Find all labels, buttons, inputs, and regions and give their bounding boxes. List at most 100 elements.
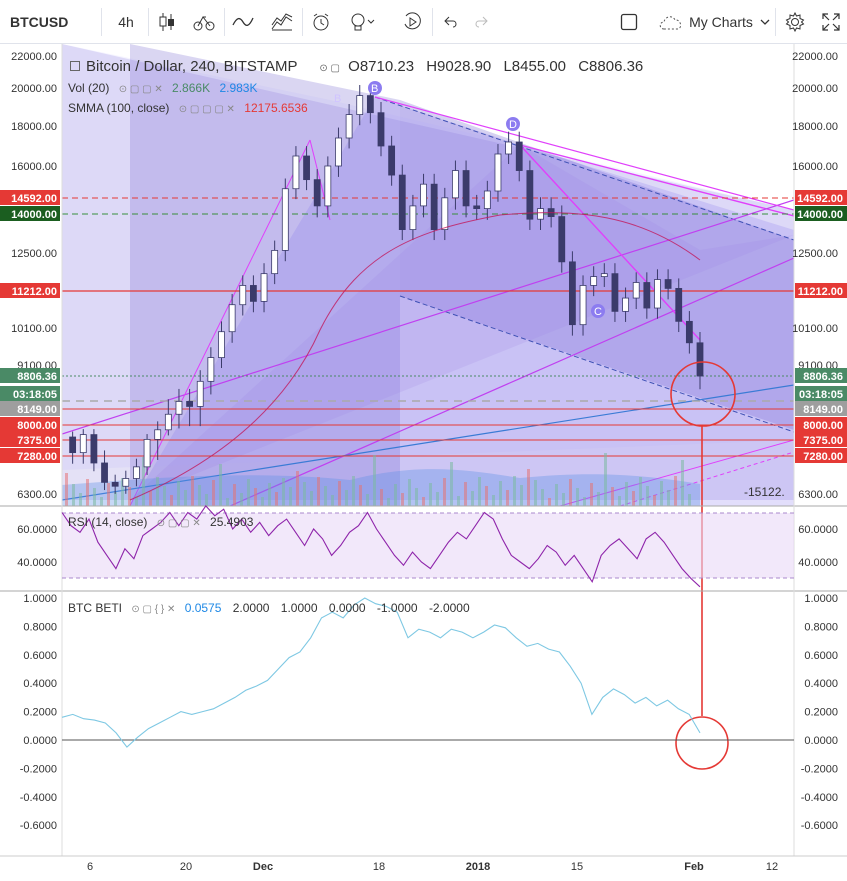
annotation-circle-top[interactable] bbox=[670, 361, 736, 427]
line-icon[interactable] bbox=[226, 0, 260, 44]
price-series[interactable] bbox=[69, 84, 704, 494]
svg-text:8000.00: 8000.00 bbox=[803, 420, 843, 432]
beti-tick-label: 0.0000 bbox=[23, 735, 57, 747]
price-level-badge[interactable]: 7280.00 bbox=[795, 448, 847, 463]
indicators-icon[interactable] bbox=[186, 0, 222, 44]
settings-icon[interactable] bbox=[778, 0, 812, 44]
volume-bar bbox=[401, 493, 404, 506]
price-level-badge[interactable]: 03:18:05 bbox=[795, 386, 847, 401]
time-axis[interactable]: 6 20 Dec 18 2018 15 Feb 12 bbox=[87, 861, 778, 873]
volume-bar bbox=[65, 473, 68, 506]
price-candle bbox=[271, 240, 279, 285]
rsi-tick-label: 40.0000 bbox=[798, 557, 838, 569]
beti-level-4: -1.0000 bbox=[376, 601, 418, 615]
price-level-badge[interactable]: 11212.00 bbox=[795, 283, 847, 298]
beti-tick-label: 0.2000 bbox=[804, 707, 838, 719]
price-level-badge-left: 03:18:05 bbox=[0, 386, 60, 401]
beti-tick-label: -0.4000 bbox=[20, 792, 57, 804]
candles-icon[interactable] bbox=[150, 0, 184, 44]
pattern-label-c: C bbox=[594, 306, 602, 318]
volume-bar bbox=[352, 476, 355, 506]
price-level-badge[interactable]: 14592.00 bbox=[795, 190, 847, 205]
interval-button[interactable]: 4h bbox=[118, 14, 134, 30]
volume-bar bbox=[506, 490, 509, 506]
layout-icon[interactable] bbox=[612, 0, 646, 44]
time-tick-label: 15 bbox=[571, 861, 583, 873]
ideas-icon[interactable] bbox=[342, 0, 382, 44]
price-candle bbox=[345, 103, 353, 149]
price-candle bbox=[79, 429, 87, 464]
price-candle bbox=[494, 144, 502, 202]
price-level-badge[interactable]: 7375.00 bbox=[795, 432, 847, 447]
legend-controls-icon[interactable]: ⊙ ▢ ▢ ✕ bbox=[118, 84, 163, 95]
price-candle bbox=[122, 470, 130, 494]
smma-value: 12175.6536 bbox=[244, 101, 308, 115]
fullscreen-icon[interactable] bbox=[814, 0, 847, 44]
volume-bar bbox=[443, 478, 446, 506]
svg-text:8806.36: 8806.36 bbox=[803, 371, 843, 383]
volume-bar bbox=[156, 477, 159, 506]
annotation-circle-bottom[interactable] bbox=[675, 716, 729, 770]
price-candle bbox=[569, 251, 576, 336]
volume-bar bbox=[191, 476, 194, 506]
price-level-badge[interactable]: 14000.00 bbox=[795, 206, 847, 221]
svg-text:7375.00: 7375.00 bbox=[17, 435, 57, 447]
legend-controls-icon[interactable]: ⊙ ▢ ▢ ✕ bbox=[156, 518, 201, 529]
my-charts-button[interactable]: My Charts bbox=[655, 0, 773, 44]
svg-text:8000.00: 8000.00 bbox=[17, 420, 57, 432]
price-candle bbox=[600, 263, 608, 287]
price-candle bbox=[90, 429, 98, 472]
legend-controls-icon[interactable]: ⊙ ▢ ▢ ▢ ✕ bbox=[178, 104, 235, 115]
price-chart-canvas[interactable]: B B D C -15122. 22000.00 20000.00 18000.00… bbox=[0, 44, 847, 881]
pattern-label-d: D bbox=[509, 119, 517, 131]
time-tick-label: 12 bbox=[766, 861, 778, 873]
price-candle bbox=[292, 146, 300, 200]
price-level-badge[interactable]: 8806.36 bbox=[795, 368, 847, 383]
volume-bar bbox=[72, 484, 75, 506]
volume-bar bbox=[457, 496, 460, 506]
volume-bar bbox=[464, 482, 467, 506]
volume-bar bbox=[492, 495, 495, 506]
volume-bar bbox=[254, 488, 257, 506]
beti-tick-label: -0.2000 bbox=[801, 763, 838, 775]
vol-value-2: 2.983K bbox=[219, 81, 258, 95]
price-candle bbox=[356, 84, 364, 126]
chart-area[interactable]: B B D C -15122. 22000.00 20000.00 18000.00… bbox=[0, 44, 847, 881]
volume-bar bbox=[422, 497, 425, 506]
price-level-badge[interactable]: 8000.00 bbox=[795, 417, 847, 432]
beti-tick-label: 0.8000 bbox=[23, 621, 57, 633]
price-tick-label: 20000.00 bbox=[792, 83, 838, 95]
price-level-badge-left: 11212.00 bbox=[0, 283, 60, 298]
beti-tick-label: 0.6000 bbox=[804, 650, 838, 662]
price-candle bbox=[207, 347, 215, 395]
price-candle bbox=[696, 332, 704, 390]
symbol-title: Bitcoin / Dollar, 240, BITSTAMP bbox=[86, 58, 298, 75]
undo-icon[interactable] bbox=[436, 0, 466, 44]
beti-tick-label: 0.6000 bbox=[23, 650, 57, 662]
templates-icon[interactable] bbox=[264, 0, 300, 44]
price-candle bbox=[483, 180, 491, 220]
volume-bar bbox=[597, 492, 600, 506]
legend-drag-icon[interactable] bbox=[70, 61, 80, 71]
legend-controls-icon[interactable]: ⊙ ▢ { } ✕ bbox=[131, 604, 176, 615]
rsi-line bbox=[61, 505, 701, 588]
beti-tick-label: -0.6000 bbox=[20, 820, 57, 832]
price-candle bbox=[685, 311, 693, 354]
alert-icon[interactable] bbox=[304, 0, 338, 44]
legend-controls-icon[interactable]: ⊙ ▢ bbox=[319, 63, 340, 74]
toolbar-divider bbox=[775, 8, 776, 36]
volume-bar bbox=[688, 494, 691, 506]
symbol-search-button[interactable]: BTCUSD bbox=[10, 14, 69, 30]
volume-bar bbox=[541, 489, 544, 506]
pattern-label-b1: B bbox=[334, 93, 341, 105]
volume-bar bbox=[632, 491, 635, 506]
volume-bar bbox=[583, 497, 586, 506]
price-level-badge[interactable]: 8149.00 bbox=[795, 401, 847, 416]
replay-icon[interactable] bbox=[394, 0, 430, 44]
volume-bar bbox=[387, 498, 390, 506]
redo-icon[interactable] bbox=[466, 0, 496, 44]
volume-bar bbox=[450, 462, 453, 506]
volume-bar bbox=[359, 485, 362, 506]
price-axis[interactable]: 22000.00 20000.00 18000.00 16000.00 12500.00… bbox=[792, 51, 847, 832]
svg-text:7280.00: 7280.00 bbox=[803, 451, 843, 463]
